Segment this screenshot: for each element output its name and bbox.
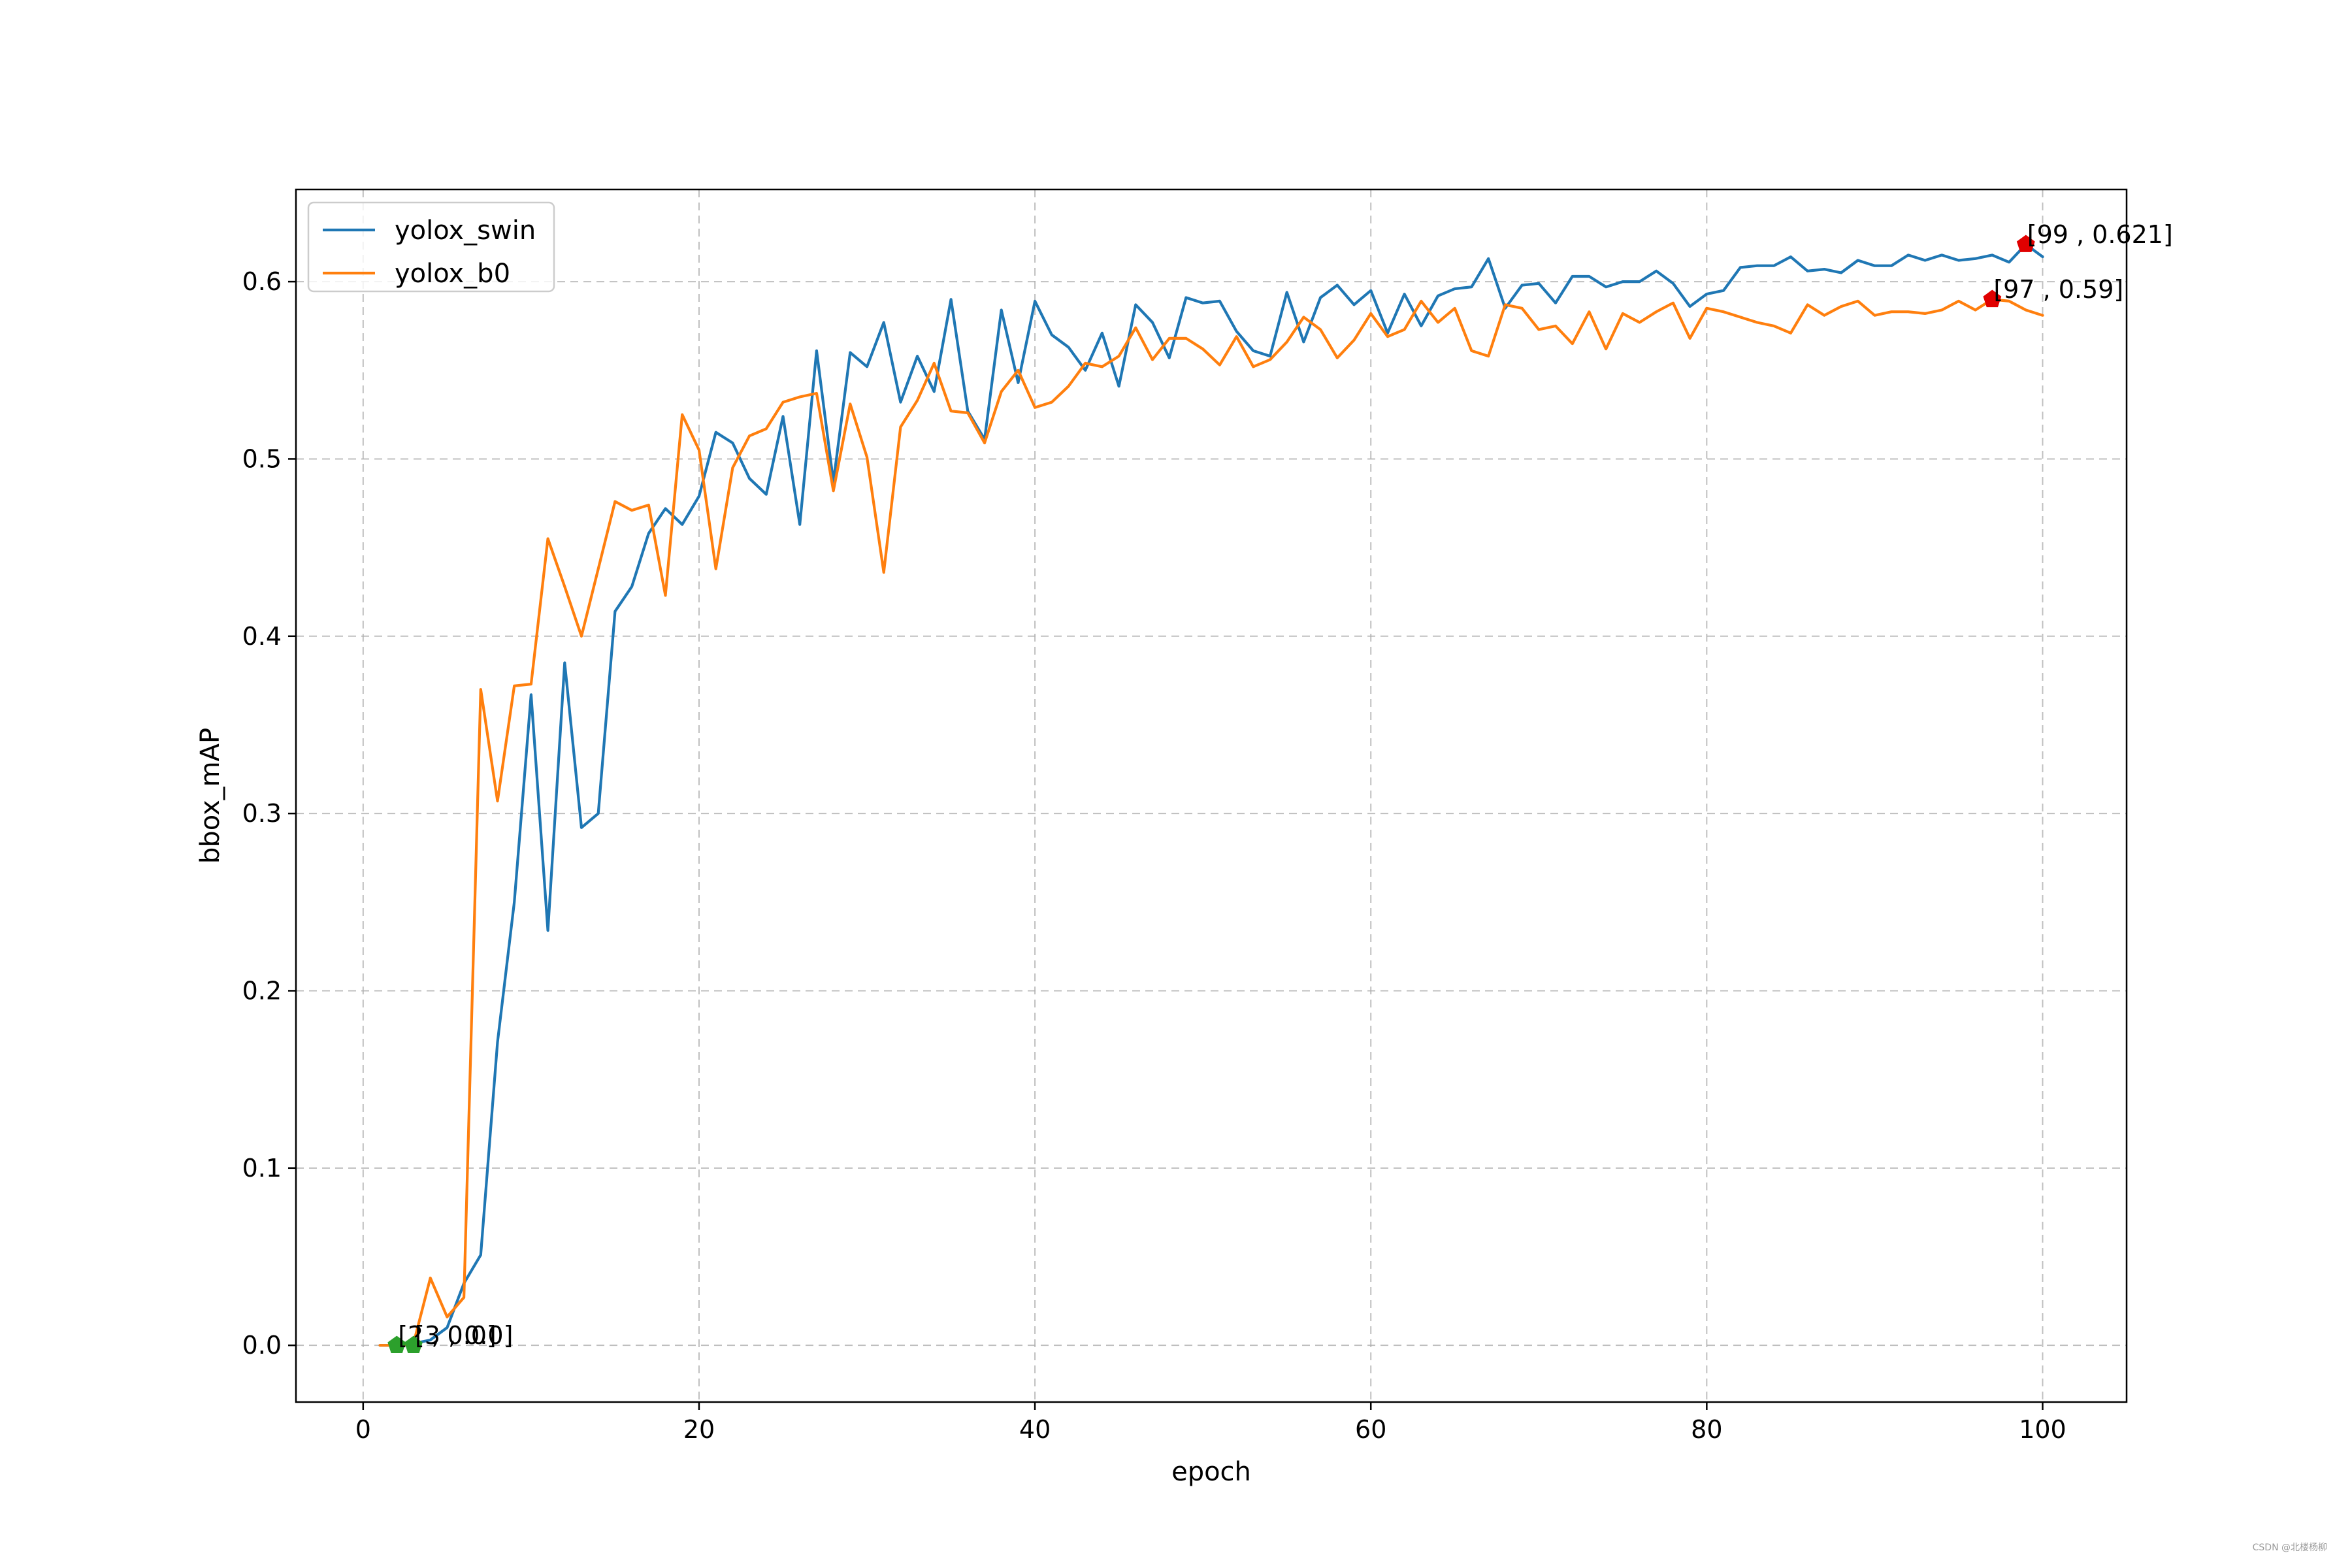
y-tick-label: 0.2 — [242, 976, 282, 1005]
annotation-markers: [99 , 0.621][97 , 0.59][2 , 0.0][3 , 0.0… — [387, 220, 2173, 1353]
legend: yolox_swin yolox_b0 — [307, 201, 555, 293]
annotation-marker — [387, 1335, 406, 1353]
x-tick-label: 60 — [1355, 1415, 1386, 1444]
x-tick-label: 100 — [2019, 1415, 2066, 1444]
plot-series — [378, 243, 2044, 1347]
watermark: CSDN @北楼杨柳 — [2252, 1543, 2327, 1553]
y-axis-title: bbox_mAP — [195, 728, 225, 864]
annotation-label: [3 , 0.0] — [415, 1321, 514, 1350]
annotation-label: [99 , 0.621] — [2027, 220, 2173, 249]
annotation-marker — [1983, 289, 2002, 308]
legend-box — [307, 201, 555, 293]
x-tick-label: 40 — [1019, 1415, 1051, 1444]
axis-ticks: 0 20 40 60 80 100 0.0 0.1 0.2 0.3 0.4 0.5 0.6 — [242, 267, 2066, 1444]
y-tick-label: 0.6 — [242, 267, 282, 296]
series-line-yolox_swin — [378, 243, 2044, 1347]
x-tick-label: 20 — [683, 1415, 715, 1444]
x-tick-label: 0 — [355, 1415, 371, 1444]
grid — [296, 189, 2127, 1402]
plot-area-frame — [295, 188, 2128, 1403]
legend-label: yolox_swin — [395, 216, 536, 246]
y-tick-label: 0.4 — [242, 622, 282, 651]
series-line-yolox_b0 — [378, 298, 2044, 1347]
y-tick-label: 0.5 — [242, 444, 282, 473]
y-tick-label: 0.3 — [242, 799, 282, 828]
x-axis-title: epoch — [1171, 1457, 1251, 1487]
legend-label: yolox_b0 — [395, 259, 510, 289]
y-tick-label: 0.1 — [242, 1154, 282, 1183]
x-tick-label: 80 — [1691, 1415, 1722, 1444]
y-tick-label: 0.0 — [242, 1331, 282, 1360]
annotation-marker — [2016, 235, 2035, 252]
annotation-label: [97 , 0.59] — [1993, 275, 2123, 304]
annotation-marker — [404, 1335, 423, 1353]
